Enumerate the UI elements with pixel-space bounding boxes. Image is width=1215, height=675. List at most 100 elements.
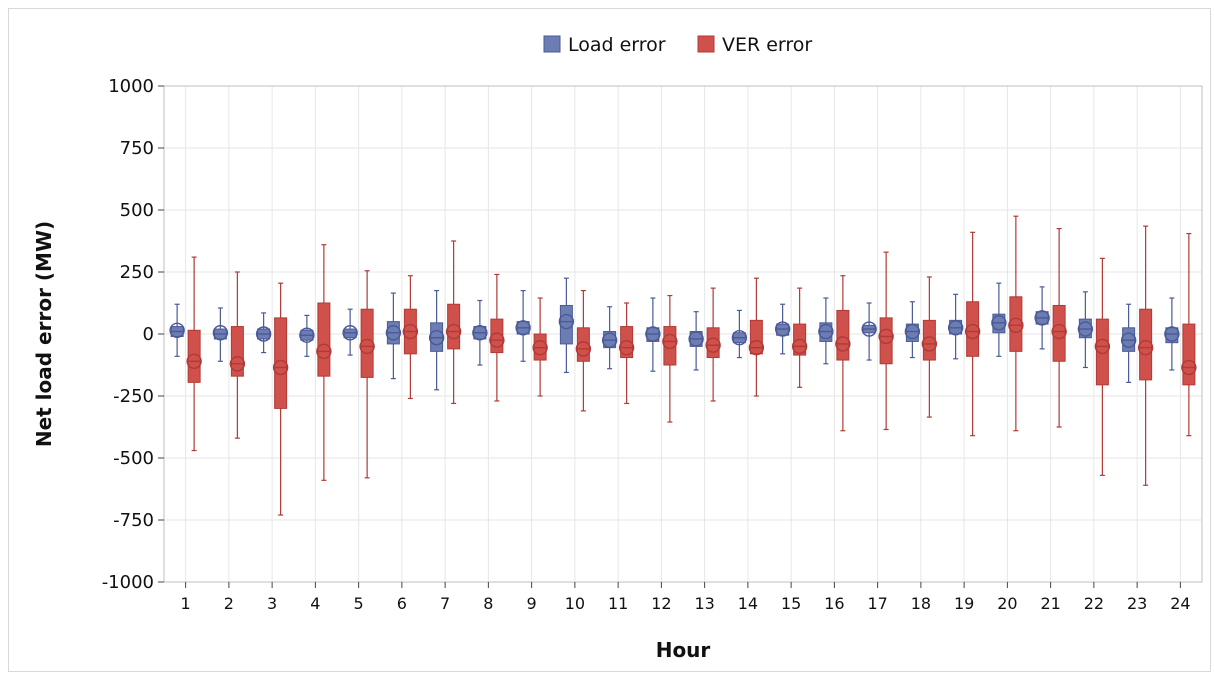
box — [472, 299, 488, 366]
x-tick-label: 11 — [608, 594, 628, 613]
box — [558, 277, 575, 374]
grid — [164, 85, 1202, 583]
box — [791, 287, 808, 388]
mean-marker — [818, 323, 834, 340]
box — [402, 275, 419, 400]
box — [255, 312, 272, 354]
box — [575, 290, 592, 412]
box — [316, 244, 332, 481]
legend-swatch — [543, 35, 561, 53]
mean-marker — [1051, 323, 1067, 340]
box — [1077, 291, 1094, 369]
box-body — [1052, 304, 1066, 362]
mean-marker — [748, 339, 765, 356]
mean-marker — [445, 323, 462, 340]
box — [601, 306, 618, 370]
x-tick-label: 8 — [483, 594, 493, 613]
y-axis: -1000 -750 -500 -250 0 250 500 750 1000 — [102, 76, 164, 593]
box — [618, 302, 635, 405]
box — [1164, 297, 1180, 371]
mean-marker — [169, 322, 185, 338]
y-tick-label: 500 — [120, 200, 154, 221]
x-tick-label: 15 — [781, 594, 801, 613]
mean-marker — [662, 333, 678, 350]
y-tick-label: 250 — [120, 262, 154, 283]
y-axis-title: Net load error (MW) — [32, 221, 56, 447]
box-body — [749, 319, 763, 355]
box — [169, 303, 185, 357]
chart-frame: Load error VER error -1000 -750 -500 -250 0 25… — [8, 8, 1211, 672]
y-tick-label: -500 — [113, 448, 154, 469]
box — [359, 270, 375, 479]
mean-marker — [255, 326, 272, 342]
box — [1120, 303, 1137, 383]
x-tick-label: 13 — [694, 594, 714, 613]
y-tick-label: -250 — [113, 386, 154, 407]
mean-marker — [964, 323, 981, 340]
mean-marker — [342, 325, 358, 341]
x-tick-label: 16 — [824, 594, 844, 613]
y-tick-label: -1000 — [102, 572, 154, 593]
mean-marker — [402, 323, 419, 340]
box — [299, 314, 315, 357]
box — [489, 273, 505, 402]
box — [921, 276, 938, 418]
box-body — [1095, 318, 1109, 386]
box — [1008, 215, 1024, 432]
x-tick-label: 2 — [224, 594, 234, 613]
box — [186, 256, 202, 452]
mean-marker — [229, 356, 246, 372]
mean-marker — [1137, 339, 1154, 356]
legend: Load error VER error — [543, 34, 812, 56]
box-body — [663, 326, 677, 366]
box — [342, 308, 358, 356]
box — [991, 282, 1007, 357]
box-series — [169, 215, 1197, 516]
box — [688, 311, 704, 371]
box — [645, 297, 661, 372]
x-tick-label: 10 — [565, 594, 585, 613]
x-tick-label: 19 — [954, 594, 974, 613]
x-tick-label: 5 — [354, 594, 364, 613]
y-tick-label: -750 — [113, 510, 154, 531]
mean-marker — [1077, 321, 1094, 337]
box-body — [1165, 327, 1179, 344]
y-tick-label: 750 — [120, 138, 154, 159]
box — [731, 309, 748, 359]
mean-marker — [316, 343, 332, 360]
mean-marker — [558, 313, 575, 330]
box — [748, 277, 765, 397]
mean-marker — [575, 341, 592, 357]
box — [272, 282, 289, 516]
legend-swatch — [697, 35, 715, 53]
box-body — [922, 319, 936, 361]
mean-marker — [489, 332, 505, 348]
box — [835, 275, 851, 432]
x-tick-label: 24 — [1170, 594, 1190, 613]
box — [1051, 228, 1067, 428]
box-body — [274, 317, 288, 409]
mean-marker — [921, 336, 938, 352]
series-ver-error — [186, 215, 1197, 516]
box-body — [187, 329, 201, 383]
mean-marker — [645, 326, 661, 342]
box — [818, 297, 834, 365]
mean-marker — [861, 321, 877, 337]
box — [532, 297, 548, 397]
x-axis-title: Hour — [656, 638, 711, 662]
mean-marker — [1120, 332, 1137, 348]
mean-marker — [774, 321, 791, 337]
box — [947, 293, 964, 360]
y-tick-label: 1000 — [108, 76, 154, 97]
box — [445, 240, 462, 405]
mean-marker — [1008, 317, 1024, 334]
x-tick-label: 20 — [997, 594, 1017, 613]
mean-marker — [1181, 359, 1197, 376]
box-body — [1182, 323, 1196, 386]
box — [1181, 232, 1197, 437]
box — [662, 294, 678, 423]
box — [878, 251, 894, 431]
mean-marker — [1034, 310, 1050, 326]
x-tick-label: 18 — [911, 594, 931, 613]
legend-label: VER error — [722, 34, 812, 56]
